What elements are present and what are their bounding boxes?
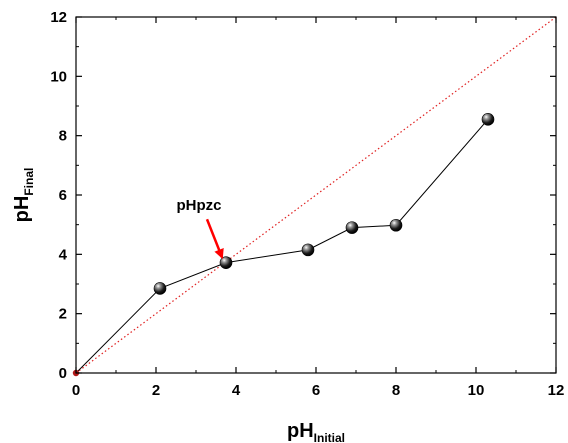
series-line (75, 119, 489, 374)
annotation-label: pHpzc (177, 197, 222, 214)
plot-frame (75, 16, 557, 374)
data-point-3 (301, 243, 315, 257)
reference-line-layer (75, 16, 557, 374)
x-tick-label-3: 6 (312, 382, 320, 399)
data-point-2 (219, 256, 233, 269)
x-tick-label-6: 12 (548, 382, 565, 399)
x-tick-label-2: 4 (232, 382, 241, 399)
annotation-layer: pHpzc (177, 197, 224, 260)
y-tick-label-0: 0 (59, 365, 67, 382)
data-point-4 (345, 221, 359, 234)
series-layer (72, 113, 495, 377)
data-point-5 (389, 218, 403, 232)
data-point-1 (153, 282, 167, 295)
x-axis-title-main: pH (287, 420, 314, 442)
x-axis-title: pHInitial (287, 420, 345, 443)
x-axis-title-sub: Initial (314, 431, 345, 443)
y-tick-label-2: 4 (59, 246, 68, 263)
data-point-6 (481, 113, 495, 126)
y-axis-title-sub: Final (22, 168, 36, 196)
y-tick-label-4: 8 (59, 128, 67, 145)
y-tick-label-1: 2 (59, 306, 67, 323)
y-axis-title-main: pH (11, 196, 33, 223)
x-tick-label-5: 10 (468, 382, 485, 399)
x-tick-label-4: 8 (392, 382, 400, 399)
x-tick-label-1: 2 (152, 382, 160, 399)
y-tick-label-5: 10 (50, 68, 67, 85)
annotation-arrow (205, 218, 224, 260)
reference-line (75, 16, 557, 374)
y-tick-label-6: 12 (50, 9, 67, 26)
y-axis-title: pHFinal (11, 168, 36, 223)
x-tick-label-0: 0 (72, 382, 80, 399)
y-tick-label-3: 6 (59, 187, 67, 204)
